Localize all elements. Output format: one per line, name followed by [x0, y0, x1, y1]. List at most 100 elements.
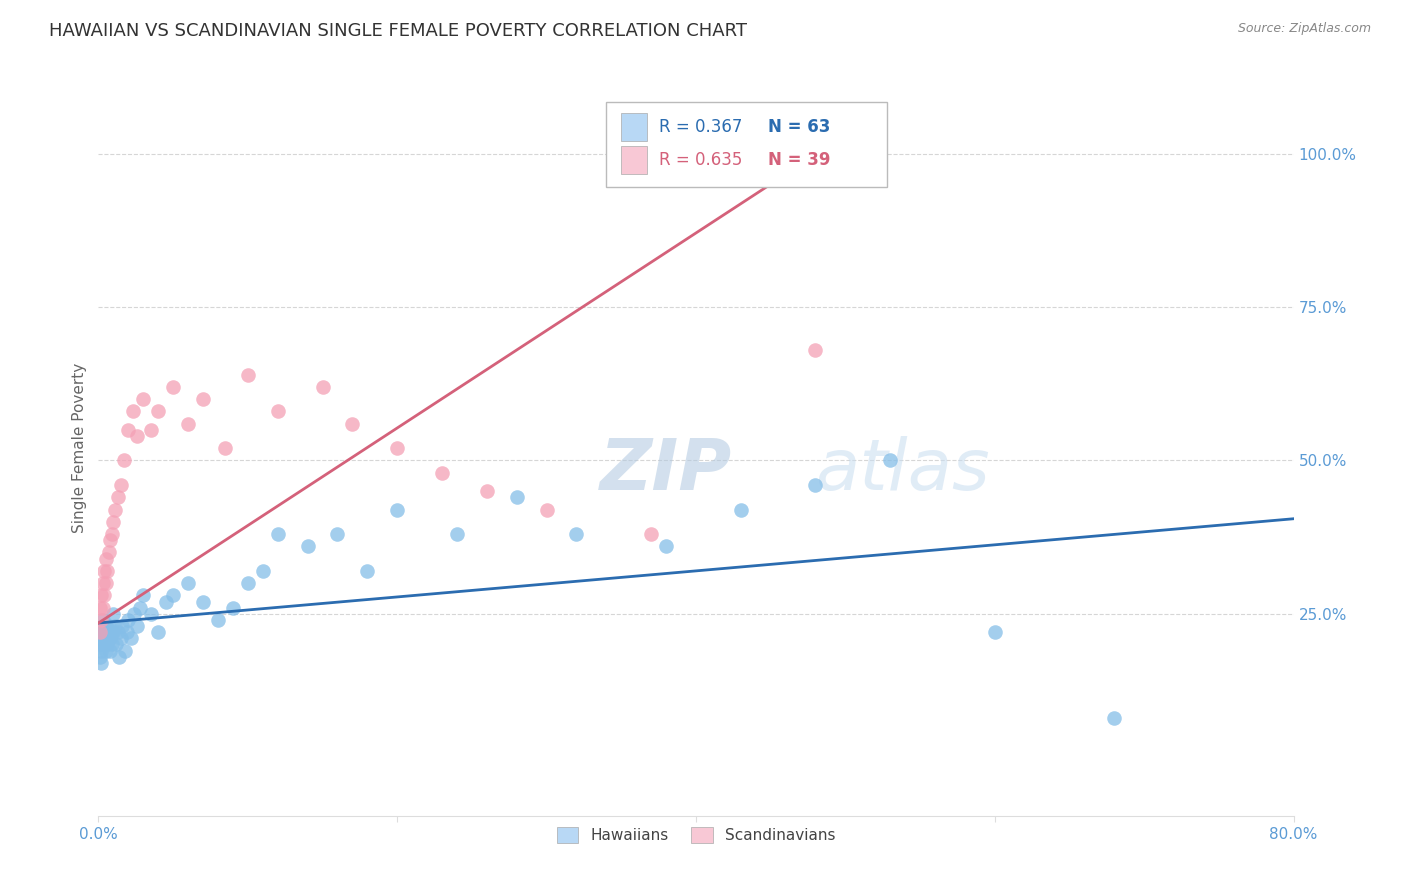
Point [91, 625, 114, 640]
Point [90, 613, 112, 627]
Y-axis label: Single Female Poverty: Single Female Poverty [72, 363, 87, 533]
FancyBboxPatch shape [620, 145, 647, 174]
Point [177, 576, 200, 591]
Text: HAWAIIAN VS SCANDINAVIAN SINGLE FEMALE POVERTY CORRELATION CHART: HAWAIIAN VS SCANDINAVIAN SINGLE FEMALE P… [49, 22, 747, 40]
Point [98, 632, 122, 646]
Point [342, 417, 364, 431]
Point [385, 502, 409, 516]
Point [214, 442, 236, 455]
Point [121, 404, 143, 418]
Point [236, 576, 259, 591]
Point [101, 527, 124, 541]
Point [96, 625, 118, 640]
Point [93, 637, 115, 651]
Point [506, 491, 529, 505]
Point [132, 392, 155, 407]
Text: R = 0.635: R = 0.635 [659, 151, 742, 169]
Point [120, 632, 142, 646]
Point [93, 564, 115, 578]
Point [90, 589, 112, 603]
Point [97, 545, 120, 559]
Point [162, 589, 184, 603]
Point [112, 453, 135, 467]
Point [98, 643, 122, 657]
Point [565, 527, 588, 541]
Point [117, 613, 139, 627]
Point [984, 625, 1007, 640]
Point [148, 404, 170, 418]
Point [94, 551, 117, 566]
Point [91, 613, 114, 627]
Point [730, 502, 752, 516]
Point [103, 607, 125, 621]
Point [117, 423, 139, 437]
Point [191, 392, 214, 407]
Legend: Hawaiians, Scandinavians: Hawaiians, Scandinavians [550, 821, 842, 849]
Point [91, 600, 114, 615]
Point [90, 656, 112, 670]
Point [162, 380, 184, 394]
Point [108, 649, 131, 664]
Point [267, 527, 290, 541]
Point [475, 484, 498, 499]
Point [236, 368, 259, 382]
Point [93, 589, 115, 603]
Point [101, 625, 124, 640]
Point [385, 442, 409, 455]
Point [94, 576, 117, 591]
Point [93, 625, 115, 640]
Text: N = 39: N = 39 [768, 151, 830, 169]
Point [110, 478, 132, 492]
Text: ZIP: ZIP [600, 436, 733, 505]
Point [90, 619, 112, 633]
Point [191, 594, 214, 608]
Point [446, 527, 468, 541]
Point [89, 625, 111, 640]
Point [430, 466, 453, 480]
Point [1104, 711, 1126, 725]
Point [297, 539, 319, 553]
Point [94, 619, 117, 633]
Point [804, 343, 827, 358]
Point [103, 515, 125, 529]
Point [110, 632, 132, 646]
Point [804, 478, 827, 492]
Point [91, 576, 114, 591]
Point [101, 637, 124, 651]
Point [132, 589, 155, 603]
Point [89, 637, 111, 651]
Point [104, 502, 127, 516]
Point [536, 502, 558, 516]
Point [91, 637, 114, 651]
Point [356, 564, 378, 578]
Point [267, 404, 290, 418]
Text: N = 63: N = 63 [768, 119, 830, 136]
Point [111, 619, 134, 633]
Point [127, 429, 149, 443]
Text: R = 0.367: R = 0.367 [659, 119, 742, 136]
Point [127, 619, 149, 633]
Point [98, 533, 122, 548]
Point [139, 607, 162, 621]
Point [105, 637, 128, 651]
Point [96, 564, 118, 578]
Point [103, 625, 125, 640]
Point [252, 564, 274, 578]
Point [97, 619, 120, 633]
Point [89, 649, 111, 664]
Point [89, 600, 111, 615]
Point [94, 643, 117, 657]
Text: atlas: atlas [815, 436, 990, 505]
Point [97, 632, 120, 646]
Point [96, 637, 118, 651]
Point [90, 643, 112, 657]
Point [640, 527, 662, 541]
FancyBboxPatch shape [620, 113, 647, 141]
Point [114, 643, 136, 657]
Point [124, 607, 146, 621]
Point [148, 625, 170, 640]
Point [107, 625, 129, 640]
Point [89, 625, 111, 640]
Point [655, 539, 678, 553]
Point [107, 491, 129, 505]
